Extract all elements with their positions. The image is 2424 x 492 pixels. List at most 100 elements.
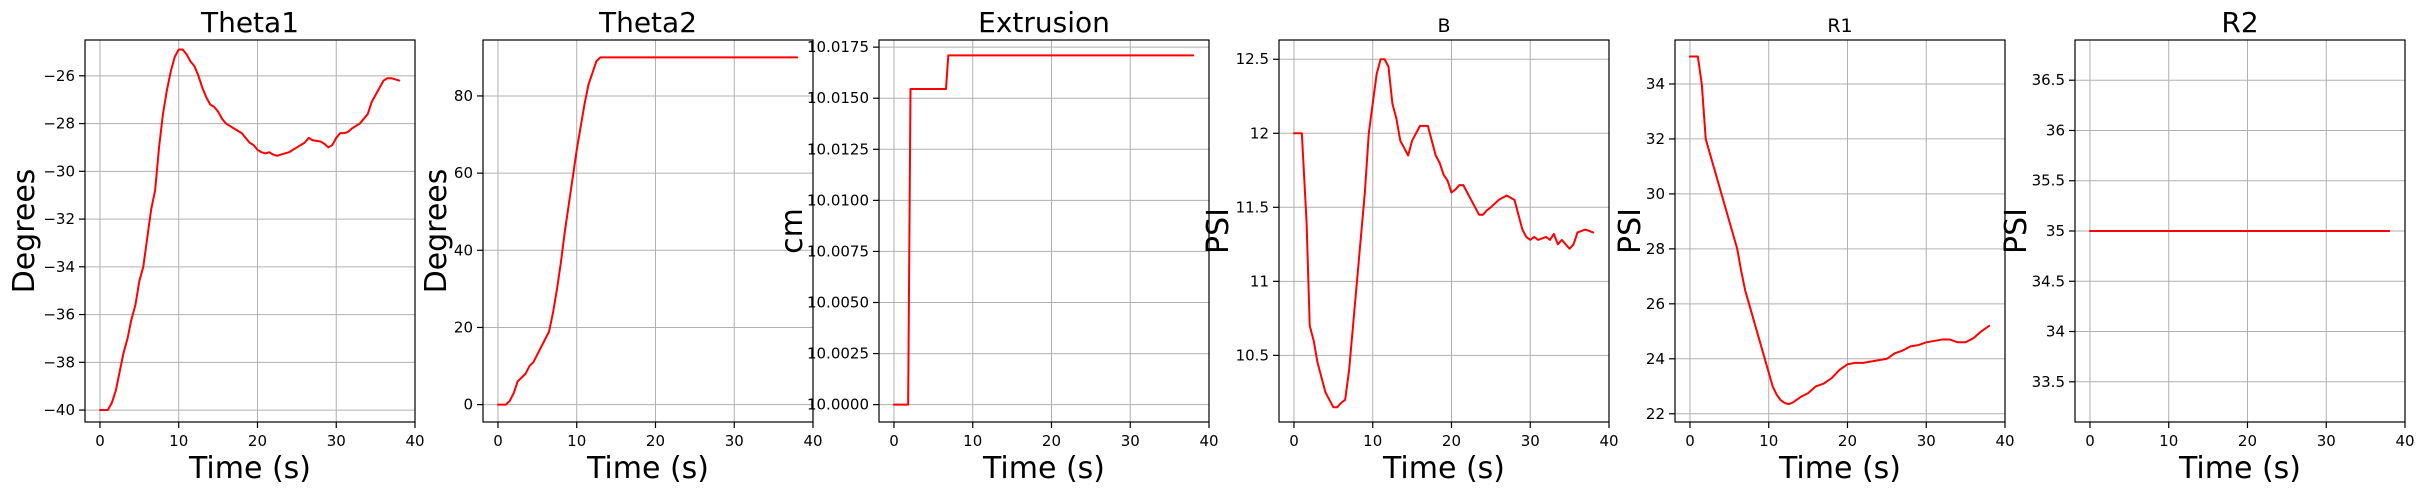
subplot-2: 0 10 20 30 40 0 20 40 60 80 Theta2 Time (s) Degrees — [419, 6, 823, 486]
y-tick-label: 10.0050 — [807, 293, 869, 311]
chart-title: Extrusion — [978, 6, 1110, 39]
subplot-5: 0 10 20 30 40 22 24 26 28 30 32 34 R1 Time (s) PSI — [1613, 15, 2015, 486]
y-tick-label: 10.0025 — [807, 345, 869, 363]
y-axis-label: PSI — [1201, 208, 1236, 254]
y-tick-label: 32 — [1646, 130, 1665, 148]
chart-title: R2 — [2221, 6, 2258, 39]
x-tick-label: 10 — [567, 432, 586, 450]
y-tick-label: 10.0150 — [807, 89, 869, 107]
x-tick-label: 30 — [327, 432, 346, 450]
chart-title: Theta2 — [598, 6, 697, 39]
x-axis-label: Time (s) — [982, 451, 1105, 486]
y-tick-label: −32 — [43, 210, 75, 228]
chart-title: Theta1 — [200, 6, 299, 39]
series-line-1 — [98, 48, 401, 412]
axes-frame — [878, 39, 1210, 423]
y-tick-label: −34 — [43, 258, 75, 276]
x-tick-label: 40 — [2395, 432, 2414, 450]
y-tick-label: 10.0175 — [807, 38, 869, 56]
x-tick-label: 20 — [1442, 432, 1461, 450]
x-tick-label: 40 — [1995, 432, 2014, 450]
y-tick-label: 60 — [454, 164, 473, 182]
x-tick-label: 10 — [2159, 432, 2178, 450]
series-line-1 — [1292, 58, 1595, 409]
x-tick-label: 20 — [1042, 432, 1061, 450]
x-tick-label: 0 — [95, 432, 105, 450]
y-tick-label: 35 — [2046, 222, 2065, 240]
y-tick-label: 10.5 — [1236, 346, 1269, 364]
y-tick-label: 28 — [1646, 240, 1665, 258]
y-tick-label: −38 — [43, 353, 75, 371]
y-tick-label: 12 — [1250, 124, 1269, 142]
x-tick-label: 30 — [2317, 432, 2336, 450]
y-axis-label: cm — [775, 208, 810, 254]
y-tick-label: 26 — [1646, 295, 1665, 313]
x-tick-label: 10 — [169, 432, 188, 450]
y-tick-label: 40 — [454, 241, 473, 259]
y-axis-label: PSI — [1999, 208, 2034, 254]
y-axis-label: Degrees — [419, 169, 454, 294]
y-tick-label: 33.5 — [2032, 373, 2065, 391]
series-line-1 — [1688, 55, 1991, 406]
x-tick-label: 0 — [889, 432, 899, 450]
x-tick-label: 20 — [646, 432, 665, 450]
subplot-1: 0 10 20 30 40 −40 −38 −36 −34 −32 −30 −28 −26 Theta1 T… — [7, 6, 425, 486]
x-tick-label: 10 — [963, 432, 982, 450]
y-tick-label: −36 — [43, 306, 75, 324]
axes-frame — [1674, 39, 2006, 423]
y-tick-label: 34 — [2046, 323, 2065, 341]
y-tick-label: 12.5 — [1236, 50, 1269, 68]
y-tick-label: 34 — [1646, 75, 1665, 93]
y-tick-label: 36.5 — [2032, 71, 2065, 89]
x-tick-label: 40 — [803, 432, 822, 450]
y-tick-label: −26 — [43, 67, 75, 85]
subplot-6: 0 10 20 30 40 33.5 34 34.5 35 35.5 36 36.5 R2 Time (s… — [1999, 6, 2415, 486]
chart-title: R1 — [1827, 15, 1852, 37]
x-tick-label: 30 — [1917, 432, 1936, 450]
x-tick-label: 20 — [2238, 432, 2257, 450]
x-tick-label: 0 — [493, 432, 503, 450]
y-tick-label: 35.5 — [2032, 172, 2065, 190]
y-axis-label: Degrees — [7, 169, 42, 294]
series-line-1 — [892, 54, 1195, 406]
chart-title: B — [1437, 15, 1450, 37]
y-tick-label: 0 — [463, 396, 473, 414]
x-axis-label: Time (s) — [586, 451, 709, 486]
x-tick-label: 40 — [1199, 432, 1218, 450]
y-tick-label: 80 — [454, 87, 473, 105]
x-axis-label: Time (s) — [2178, 451, 2301, 486]
y-tick-label: −28 — [43, 115, 75, 133]
subplot-3: 0 10 20 30 40 10.0000 10.0025 10.0050 10.0075 10.… — [775, 6, 1219, 486]
y-tick-label: 11.5 — [1236, 198, 1269, 216]
axes-frame — [482, 39, 814, 423]
axes-frame — [84, 39, 416, 423]
y-tick-label: 24 — [1646, 350, 1665, 368]
x-axis-label: Time (s) — [1778, 451, 1901, 486]
y-tick-label: 36 — [2046, 121, 2065, 139]
x-tick-label: 20 — [1838, 432, 1857, 450]
y-tick-label: 22 — [1646, 405, 1665, 423]
x-tick-label: 30 — [725, 432, 744, 450]
y-tick-label: 10.0075 — [807, 242, 869, 260]
y-tick-label: 10.0125 — [807, 140, 869, 158]
y-tick-label: −30 — [43, 162, 75, 180]
x-tick-label: 20 — [248, 432, 267, 450]
x-tick-label: 40 — [1599, 432, 1618, 450]
x-tick-label: 30 — [1521, 432, 1540, 450]
y-tick-label: 11 — [1250, 272, 1269, 290]
y-tick-label: −40 — [43, 401, 75, 419]
y-tick-label: 30 — [1646, 185, 1665, 203]
y-tick-label: 10.0000 — [807, 396, 869, 414]
x-tick-label: 0 — [1289, 432, 1299, 450]
x-tick-label: 0 — [2085, 432, 2095, 450]
x-tick-label: 10 — [1363, 432, 1382, 450]
subplot-4: 0 10 20 30 40 10.5 11 11.5 12 12.5 B Time (s) PSI — [1201, 15, 1619, 486]
y-tick-label: 10.0100 — [807, 191, 869, 209]
x-tick-label: 10 — [1759, 432, 1778, 450]
x-axis-label: Time (s) — [1382, 451, 1505, 486]
x-tick-label: 0 — [1685, 432, 1695, 450]
x-tick-label: 40 — [405, 432, 424, 450]
y-axis-label: PSI — [1613, 208, 1648, 254]
axes-frame — [1278, 39, 1610, 423]
